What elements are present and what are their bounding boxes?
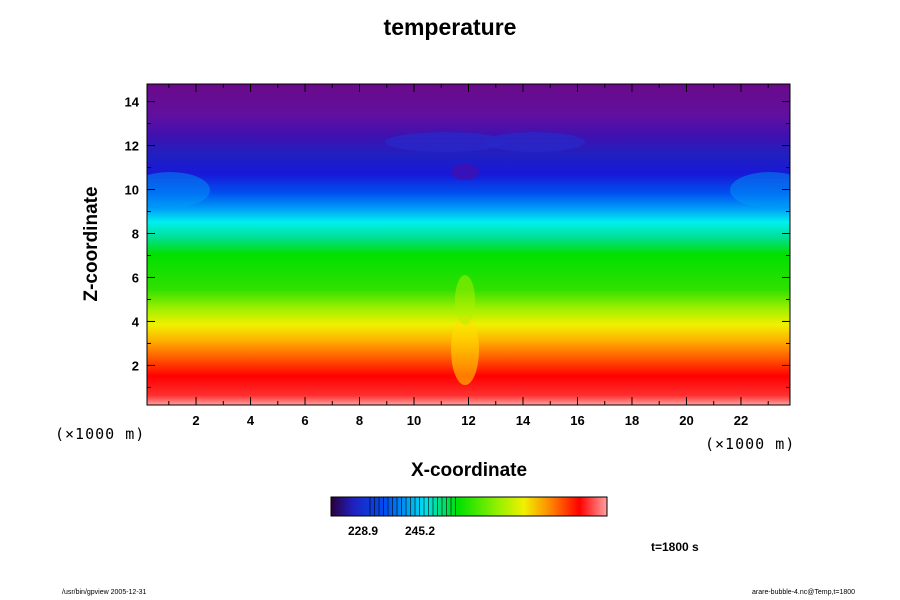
y-tick-label: 2 — [132, 358, 139, 373]
chart-title: temperature — [383, 14, 517, 40]
colorbar-tick-label: 228.9 — [348, 524, 379, 538]
plume-core — [455, 275, 475, 325]
y-tick-label: 10 — [125, 183, 139, 198]
x-tick-label: 16 — [570, 413, 584, 428]
upper-cell — [451, 164, 479, 180]
footer-source: arare-bubble-4.nc@Temp,t=1800 — [752, 589, 856, 596]
footer-command: /usr/bin/gpview 2005-12-31 — [62, 589, 147, 596]
x-tick-label: 14 — [516, 413, 531, 428]
y-tick-label: 8 — [132, 227, 139, 242]
time-label: t=1800 s — [651, 540, 699, 554]
x-tick-label: 18 — [625, 413, 639, 428]
x-tick-label: 6 — [301, 413, 308, 428]
x-tick-label: 10 — [407, 413, 421, 428]
y-axis-label: Z-coordinate — [81, 186, 102, 302]
x-tick-label: 22 — [734, 413, 748, 428]
y-tick-label: 4 — [132, 314, 140, 329]
y-tick-label: 14 — [125, 95, 140, 110]
upper-eddy-right — [485, 132, 585, 152]
x-tick-label: 8 — [356, 413, 363, 428]
central-plume — [451, 315, 479, 385]
z-unit-label: (×1000 m) — [55, 425, 146, 443]
heatmap-field — [147, 84, 790, 405]
right-wave — [730, 172, 790, 208]
x-tick-label: 12 — [461, 413, 475, 428]
y-tick-label: 6 — [132, 270, 139, 285]
x-tick-label: 20 — [679, 413, 693, 428]
x-tick-label: 2 — [192, 413, 199, 428]
x-axis-label: X-coordinate — [410, 460, 528, 481]
left-wave — [147, 172, 210, 208]
plot-frame — [146, 83, 791, 406]
upper-eddy-left — [385, 132, 505, 152]
x-unit-label: (×1000 m) — [705, 435, 796, 453]
colorbar-level-lines — [369, 497, 456, 516]
colorbar-tick-label: 245.2 — [405, 524, 436, 538]
y-tick-label: 12 — [125, 139, 139, 154]
x-tick-label: 4 — [247, 413, 255, 428]
colorbar — [330, 496, 608, 517]
